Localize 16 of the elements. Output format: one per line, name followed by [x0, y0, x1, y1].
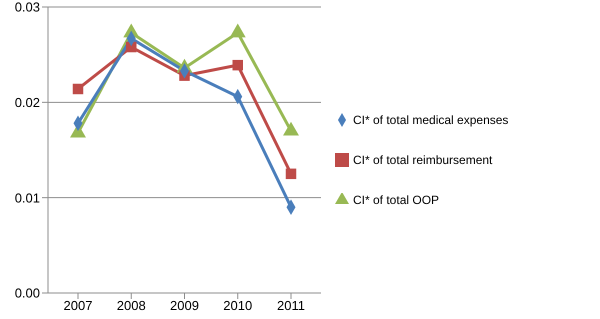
x-tick-label: 2007: [64, 298, 92, 314]
x-tick-label: 2011: [277, 298, 305, 314]
x-tick-label: 2009: [170, 298, 199, 314]
y-tick-label: 0.03: [14, 0, 40, 15]
y-tick-label: 0.00: [14, 286, 40, 301]
x-tick-label: 2008: [116, 298, 146, 314]
y-tick-label: 0.01: [14, 190, 40, 206]
point: [72, 84, 84, 94]
x-tick-label: 2010: [223, 298, 252, 314]
y-tick-label: 0.02: [14, 94, 40, 110]
point: [286, 168, 296, 180]
point: [126, 42, 136, 52]
legend-label: CI* of total medical expenses: [353, 112, 508, 126]
legend-label: CI* of total reimbursement: [353, 152, 492, 166]
point: [232, 60, 243, 70]
legend-label: CI* of total OOP: [353, 192, 440, 206]
